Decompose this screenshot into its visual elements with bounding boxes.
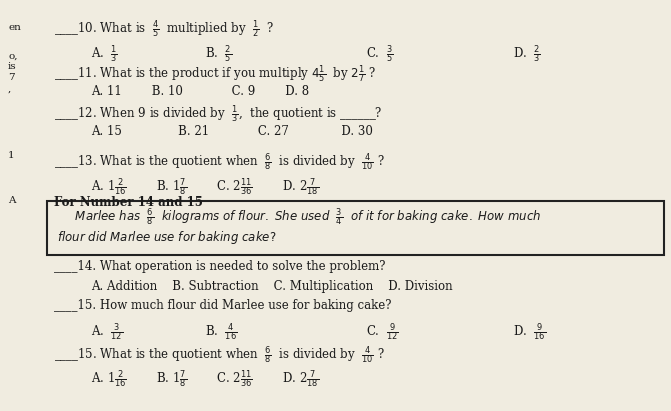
Text: ____15. What is the quotient when  $\frac{6}{8}$  is divided by  $\frac{4}{10}$ : ____15. What is the quotient when $\frac…	[54, 344, 384, 366]
Text: A. 1$\frac{2}{16}$        B. 1$\frac{7}{8}$        C. 2$\frac{11}{36}$        D.: A. 1$\frac{2}{16}$ B. 1$\frac{7}{8}$ C. …	[91, 176, 319, 198]
Text: 7: 7	[8, 73, 15, 82]
Text: B.  $\frac{4}{16}$: B. $\frac{4}{16}$	[205, 321, 237, 343]
Text: A.  $\frac{1}{3}$: A. $\frac{1}{3}$	[91, 43, 117, 65]
FancyBboxPatch shape	[47, 201, 664, 255]
Text: B.  $\frac{2}{5}$: B. $\frac{2}{5}$	[205, 43, 231, 65]
Text: A. 11        B. 10             C. 9        D. 8: A. 11 B. 10 C. 9 D. 8	[91, 85, 309, 98]
Text: D.  $\frac{2}{3}$: D. $\frac{2}{3}$	[513, 43, 541, 65]
Text: is: is	[8, 62, 17, 72]
Text: A. 15               B. 21             C. 27              D. 30: A. 15 B. 21 C. 27 D. 30	[91, 125, 372, 138]
Text: A. Addition    B. Subtraction    C. Multiplication    D. Division: A. Addition B. Subtraction C. Multiplica…	[91, 280, 452, 293]
Text: For Number 14 and 15: For Number 14 and 15	[54, 196, 203, 210]
Text: ____12. When 9 is divided by  $\frac{1}{3}$,  the quotient is ______?: ____12. When 9 is divided by $\frac{1}{3…	[54, 104, 382, 125]
Text: ____11. What is the product if you multiply $4\frac{1}{5}$  by $2\frac{1}{7}$ ?: ____11. What is the product if you multi…	[54, 64, 376, 85]
Text: ____10. What is  $\frac{4}{5}$  multiplied by  $\frac{1}{2}$  ?: ____10. What is $\frac{4}{5}$ multiplied…	[54, 18, 274, 40]
Text: $\it{flour\ did\ Marlee\ use\ for\ baking\ cake?}$: $\it{flour\ did\ Marlee\ use\ for\ bakin…	[57, 229, 276, 246]
Text: A.  $\frac{3}{12}$: A. $\frac{3}{12}$	[91, 321, 123, 343]
Text: ,: ,	[8, 85, 11, 94]
Text: C.  $\frac{3}{5}$: C. $\frac{3}{5}$	[366, 43, 393, 65]
Text: ____13. What is the quotient when  $\frac{6}{8}$  is divided by  $\frac{4}{10}$ : ____13. What is the quotient when $\frac…	[54, 151, 384, 173]
Text: C.  $\frac{9}{12}$: C. $\frac{9}{12}$	[366, 321, 399, 343]
Text: A. 1$\frac{2}{16}$        B. 1$\frac{7}{8}$        C. 2$\frac{11}{36}$        D.: A. 1$\frac{2}{16}$ B. 1$\frac{7}{8}$ C. …	[91, 369, 319, 390]
Text: D.  $\frac{9}{16}$: D. $\frac{9}{16}$	[513, 321, 546, 343]
Text: $\it{Marlee\ has}$  $\frac{6}{8}$  $\it{kilograms\ of\ flour.\ She\ used}$  $\fr: $\it{Marlee\ has}$ $\frac{6}{8}$ $\it{ki…	[60, 206, 541, 228]
Text: ____15. How much flour did Marlee use for baking cake?: ____15. How much flour did Marlee use fo…	[54, 299, 391, 312]
Text: ____14. What operation is needed to solve the problem?: ____14. What operation is needed to solv…	[54, 260, 385, 273]
Text: en: en	[8, 23, 21, 32]
Text: o,: o,	[8, 51, 17, 60]
Text: 1: 1	[8, 151, 15, 160]
Text: A: A	[8, 196, 15, 206]
